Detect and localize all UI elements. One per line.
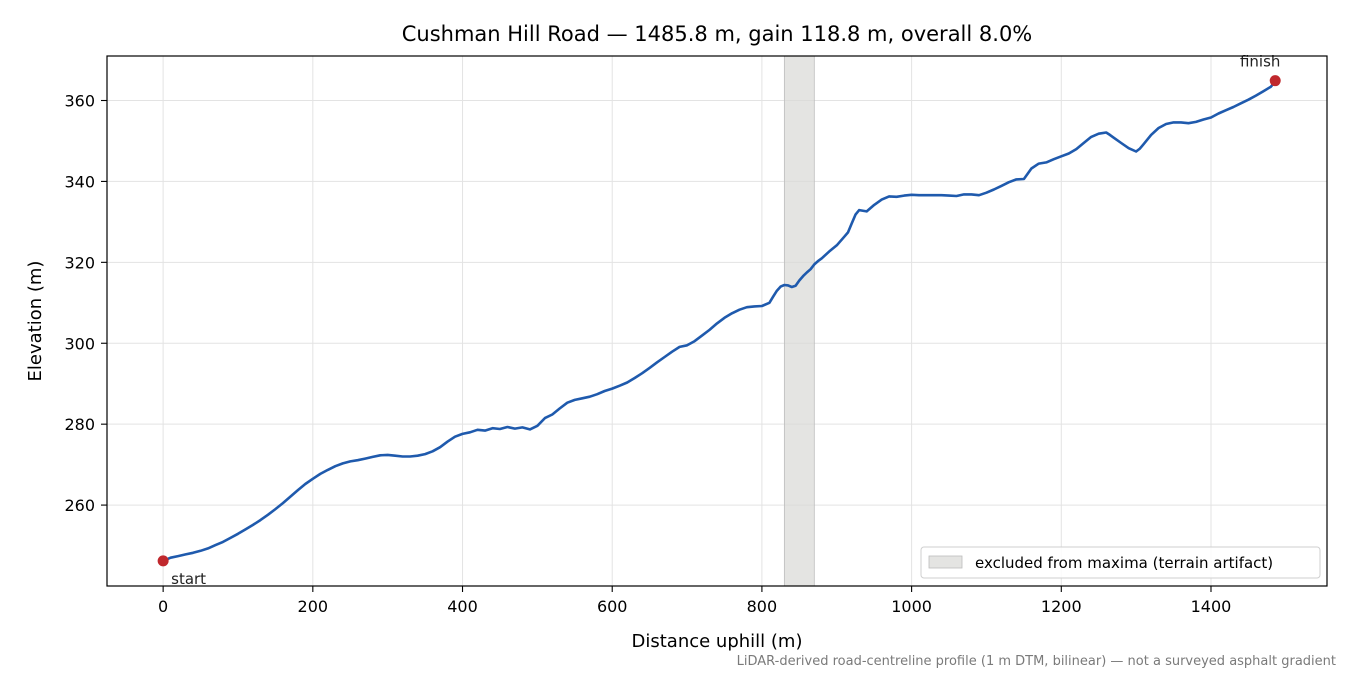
finish-marker — [1269, 75, 1281, 87]
y-tick-label: 340 — [64, 172, 95, 191]
excluded-span — [783, 55, 815, 587]
y-axis-ticks: 260 280 300 320 340 360 — [64, 92, 107, 515]
excluded-span-layer — [783, 55, 815, 587]
marker-layer: start finish — [157, 53, 1281, 588]
chart-title: Cushman Hill Road — 1485.8 m, gain 118.8… — [402, 22, 1033, 46]
series-layer — [161, 80, 1277, 563]
plot-frame — [106, 55, 1328, 587]
y-tick-label: 280 — [64, 415, 95, 434]
finish-label: finish — [1240, 53, 1280, 71]
x-tick-label: 1200 — [1041, 597, 1082, 616]
start-label: start — [171, 570, 206, 588]
x-tick-label: 400 — [447, 597, 478, 616]
y-tick-label: 320 — [64, 253, 95, 272]
legend-box — [920, 546, 1321, 579]
start-marker — [157, 555, 169, 567]
legend: excluded from maxima (terrain artifact) — [920, 546, 1321, 579]
y-tick-label: 260 — [64, 496, 95, 515]
x-axis-label: Distance uphill (m) — [632, 631, 803, 652]
x-tick-label: 0 — [158, 597, 168, 616]
y-tick-label: 360 — [64, 92, 95, 111]
x-tick-label: 1000 — [891, 597, 932, 616]
y-tick-label: 300 — [64, 334, 95, 353]
x-tick-label: 1400 — [1191, 597, 1232, 616]
legend-swatch — [928, 555, 963, 569]
x-tick-label: 800 — [747, 597, 778, 616]
elevation-line — [161, 80, 1277, 563]
legend-label: excluded from maxima (terrain artifact) — [975, 554, 1273, 572]
y-axis-label: Elevation (m) — [25, 261, 46, 382]
footnote: LiDAR-derived road-centreline profile (1… — [737, 654, 1336, 669]
x-tick-label: 200 — [298, 597, 329, 616]
grid — [107, 56, 1327, 586]
x-axis-ticks: 0 200 400 600 800 1000 1200 1400 — [158, 586, 1231, 616]
x-tick-label: 600 — [597, 597, 628, 616]
